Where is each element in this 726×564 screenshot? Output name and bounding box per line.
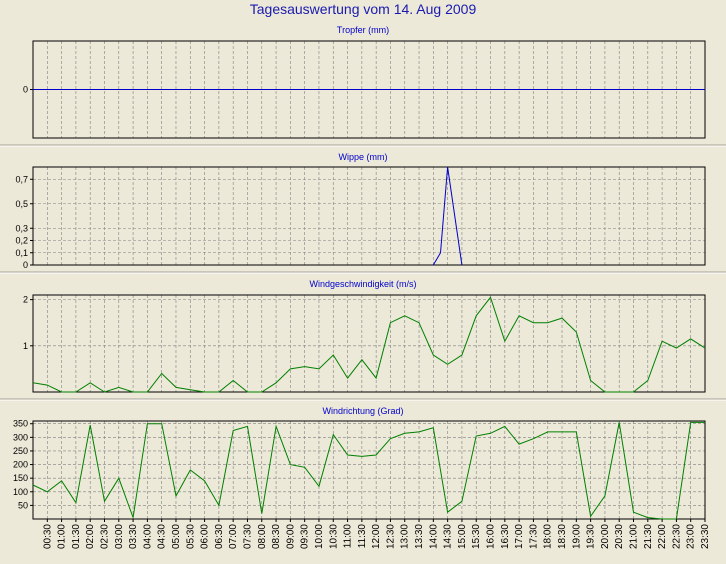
- x-tick-label: 20:30: [614, 524, 625, 549]
- x-tick-label: 08:30: [271, 524, 282, 549]
- x-tick-label: 16:00: [486, 524, 497, 549]
- x-tick-label: 12:30: [385, 524, 396, 549]
- series-line: [32, 296, 706, 393]
- x-tick-label: 14:30: [443, 524, 454, 549]
- chart-title: Wippe (mm): [339, 152, 388, 162]
- y-tick-label: 50: [18, 500, 28, 510]
- x-tick-label: 09:00: [285, 524, 296, 549]
- chart-title: Windgeschwindigkeit (m/s): [309, 279, 416, 289]
- chart-panel-3: Windgeschwindigkeit (m/s) 1 2: [0, 279, 726, 401]
- x-tick-label: 10:30: [328, 524, 339, 549]
- y-tick-label: 1: [23, 341, 28, 351]
- x-tick-label: 19:00: [571, 524, 582, 549]
- x-tick-label: 04:30: [157, 524, 168, 549]
- plot-frame: [32, 294, 706, 393]
- x-axis: 00:30 01:00 01:30 02:00 02:30 03:00 03:30 04:00…: [42, 519, 711, 549]
- plot-area: [33, 295, 705, 392]
- y-tick-label: 0,3: [15, 223, 28, 233]
- plot-frame: [32, 166, 706, 266]
- x-tick-label: 19:30: [586, 524, 597, 549]
- chart-panel-4: Windrichtung (Grad) 50 100 150 200 250 300 350: [13, 406, 706, 520]
- x-tick-label: 20:00: [600, 524, 611, 549]
- y-tick-label: 250: [13, 446, 28, 456]
- x-tick-label: 23:30: [700, 524, 711, 549]
- x-tick-label: 01:30: [71, 524, 82, 549]
- x-tick-label: 22:00: [657, 524, 668, 549]
- y-tick-label: 2: [23, 295, 28, 305]
- x-tick-label: 13:00: [400, 524, 411, 549]
- y-tick-label: 0,5: [15, 199, 28, 209]
- y-tick-label: 0: [23, 85, 28, 95]
- x-tick-label: 07:30: [242, 524, 253, 549]
- x-tick-label: 09:30: [300, 524, 311, 549]
- x-tick-label: 10:00: [314, 524, 325, 549]
- x-tick-label: 15:00: [457, 524, 468, 549]
- x-tick-label: 03:30: [128, 524, 139, 549]
- x-tick-label: 17:30: [528, 524, 539, 549]
- x-tick-label: 00:30: [42, 524, 53, 549]
- x-tick-label: 06:00: [200, 524, 211, 549]
- chart-panel-2: Wippe (mm) 0 0,1 0,2 0,3 0,5 0,7: [0, 152, 726, 274]
- plot-area: [33, 167, 705, 265]
- x-tick-label: 07:00: [228, 524, 239, 549]
- x-tick-label: 06:30: [214, 524, 225, 549]
- y-tick-label: 150: [13, 473, 28, 483]
- x-tick-label: 12:00: [371, 524, 382, 549]
- page-title: Tagesauswertung vom 14. Aug 2009: [249, 1, 477, 17]
- y-tick-label: 350: [13, 419, 28, 429]
- chart-title: Tropfer (mm): [337, 25, 389, 35]
- x-tick-label: 11:30: [357, 524, 368, 549]
- x-tick-label: 01:00: [57, 524, 68, 549]
- y-tick-label: 300: [13, 432, 28, 442]
- x-tick-label: 18:00: [543, 524, 554, 549]
- x-tick-label: 04:00: [142, 524, 153, 549]
- x-tick-label: 08:00: [257, 524, 268, 549]
- chart-title: Windrichtung (Grad): [322, 406, 403, 416]
- x-tick-label: 18:30: [557, 524, 568, 549]
- x-tick-label: 05:30: [185, 524, 196, 549]
- x-tick-label: 02:00: [85, 524, 96, 549]
- x-tick-label: 02:30: [99, 524, 110, 549]
- y-tick-label: 100: [13, 487, 28, 497]
- y-tick-label: 0,2: [15, 236, 28, 246]
- x-tick-label: 21:00: [629, 524, 640, 549]
- x-tick-label: 11:00: [343, 524, 354, 549]
- x-tick-label: 13:30: [414, 524, 425, 549]
- y-tick-label: 0,1: [15, 248, 28, 258]
- series-line: [432, 166, 463, 266]
- x-tick-label: 15:30: [471, 524, 482, 549]
- series-line: [32, 421, 705, 520]
- x-tick-label: 21:30: [643, 524, 654, 549]
- x-tick-label: 17:00: [514, 524, 525, 549]
- x-tick-label: 14:00: [428, 524, 439, 549]
- plot-area: [33, 421, 705, 519]
- chart-panel-1: Tropfer (mm) 0: [0, 25, 726, 147]
- y-tick-label: 0: [23, 260, 28, 270]
- plot-frame: [32, 420, 706, 520]
- x-tick-label: 05:00: [171, 524, 182, 549]
- x-tick-label: 22:30: [671, 524, 682, 549]
- y-tick-label: 0,7: [15, 174, 28, 184]
- y-tick-label: 200: [13, 460, 28, 470]
- x-tick-label: 03:00: [114, 524, 125, 549]
- x-tick-label: 16:30: [500, 524, 511, 549]
- x-tick-label: 23:00: [686, 524, 697, 549]
